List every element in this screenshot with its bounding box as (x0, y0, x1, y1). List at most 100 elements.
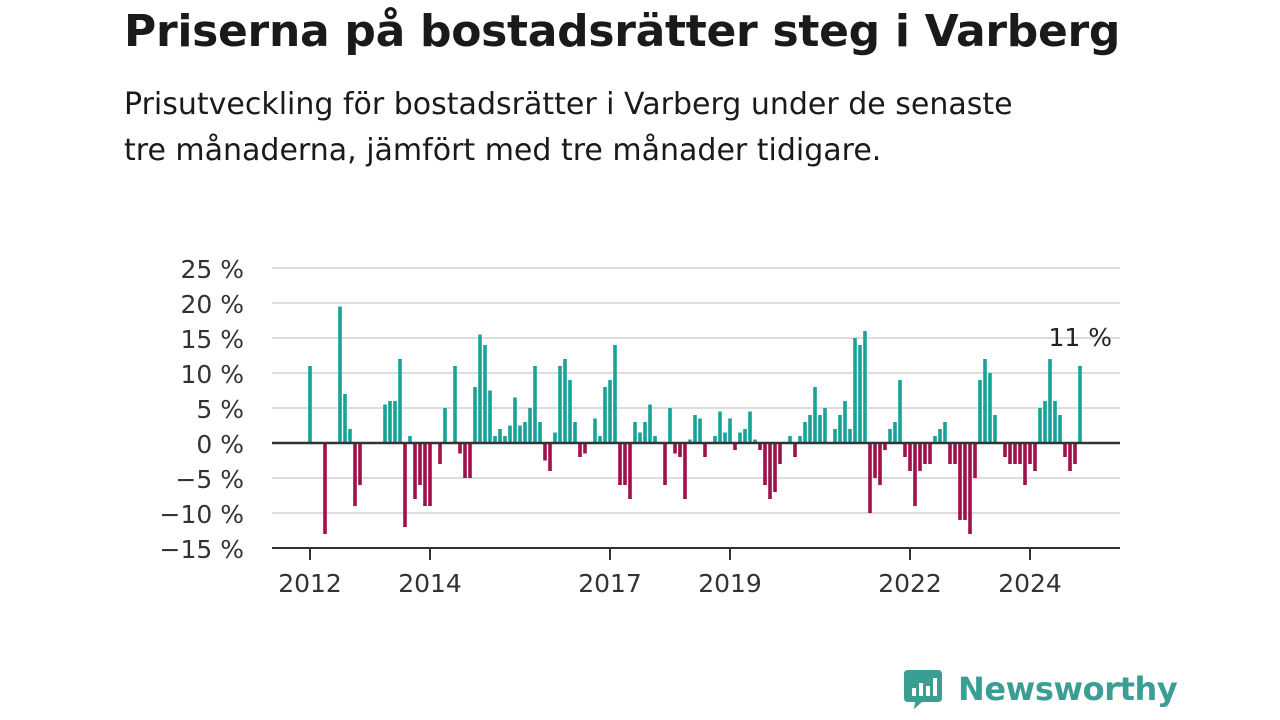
bar (453, 366, 457, 443)
bar (978, 380, 982, 443)
x-tick-label: 2024 (998, 569, 1062, 598)
bar (488, 390, 492, 443)
bar (673, 443, 677, 454)
bar (1073, 443, 1077, 464)
bar (773, 443, 777, 492)
bar (833, 429, 837, 443)
bar (678, 443, 682, 457)
bar (1038, 408, 1042, 443)
bar (908, 443, 912, 471)
bar (418, 443, 422, 485)
bar (308, 366, 312, 443)
bar (713, 436, 717, 443)
bar (763, 443, 767, 485)
bar (648, 404, 652, 443)
bar (513, 397, 517, 443)
x-tick-label: 2022 (878, 569, 942, 598)
bar (973, 443, 977, 478)
bar (423, 443, 427, 506)
bar (993, 415, 997, 443)
y-tick-label: 25 % (180, 255, 244, 284)
bar (563, 359, 567, 443)
bar (778, 443, 782, 464)
bar (548, 443, 552, 471)
bar (853, 338, 857, 443)
bar (463, 443, 467, 478)
bar (568, 380, 572, 443)
bar (818, 415, 822, 443)
bar (638, 432, 642, 443)
bar (493, 436, 497, 443)
bar (523, 422, 527, 443)
bar (358, 443, 362, 485)
bar (743, 429, 747, 443)
bar (913, 443, 917, 506)
bar (323, 443, 327, 534)
bar (398, 359, 402, 443)
bar (443, 408, 447, 443)
y-tick-label: 20 % (180, 290, 244, 319)
bar (458, 443, 462, 454)
bar (823, 408, 827, 443)
bar (643, 422, 647, 443)
chart-subtitle: Prisutveckling för bostadsrätter i Varbe… (124, 87, 1013, 168)
bar (553, 432, 557, 443)
bar (438, 443, 442, 464)
bar (923, 443, 927, 464)
bar (723, 432, 727, 443)
bar (733, 443, 737, 450)
bar (573, 422, 577, 443)
y-tick-label: −5 % (175, 465, 244, 494)
bar (478, 334, 482, 443)
bar (1033, 443, 1037, 471)
bar (403, 443, 407, 527)
bar (623, 443, 627, 485)
bar (683, 443, 687, 499)
y-tick-label: 5 % (196, 395, 244, 424)
bar (848, 429, 852, 443)
bar (533, 366, 537, 443)
bar (953, 443, 957, 464)
bar (918, 443, 922, 471)
bar (558, 366, 562, 443)
bar (703, 443, 707, 457)
y-tick-label: 10 % (180, 360, 244, 389)
bar (788, 436, 792, 443)
bar (383, 404, 387, 443)
bar (768, 443, 772, 499)
bar (803, 422, 807, 443)
bar (538, 422, 542, 443)
bar (868, 443, 872, 513)
bar (668, 408, 672, 443)
x-tick-label: 2014 (398, 569, 462, 598)
bar (903, 443, 907, 457)
bar (388, 401, 392, 443)
y-tick-label: 0 % (196, 430, 244, 459)
newsworthy-logo: Newsworthy (902, 668, 1178, 710)
bar (898, 380, 902, 443)
bar (1018, 443, 1022, 464)
bar (543, 443, 547, 461)
bar (503, 436, 507, 443)
bar (753, 439, 757, 443)
bar (593, 418, 597, 443)
bar (988, 373, 992, 443)
bar (1028, 443, 1032, 464)
bar (873, 443, 877, 478)
bar (718, 411, 722, 443)
bar (863, 331, 867, 443)
bar (808, 415, 812, 443)
bar (1048, 359, 1052, 443)
bar (948, 443, 952, 464)
last-value-annotation: 11 % (1048, 323, 1112, 352)
bar (413, 443, 417, 499)
bar (943, 422, 947, 443)
bar (498, 429, 502, 443)
bar (758, 443, 762, 450)
bar (893, 422, 897, 443)
y-tick-label: −15 % (160, 535, 244, 564)
bar (633, 422, 637, 443)
bar (958, 443, 962, 520)
bar (813, 387, 817, 443)
